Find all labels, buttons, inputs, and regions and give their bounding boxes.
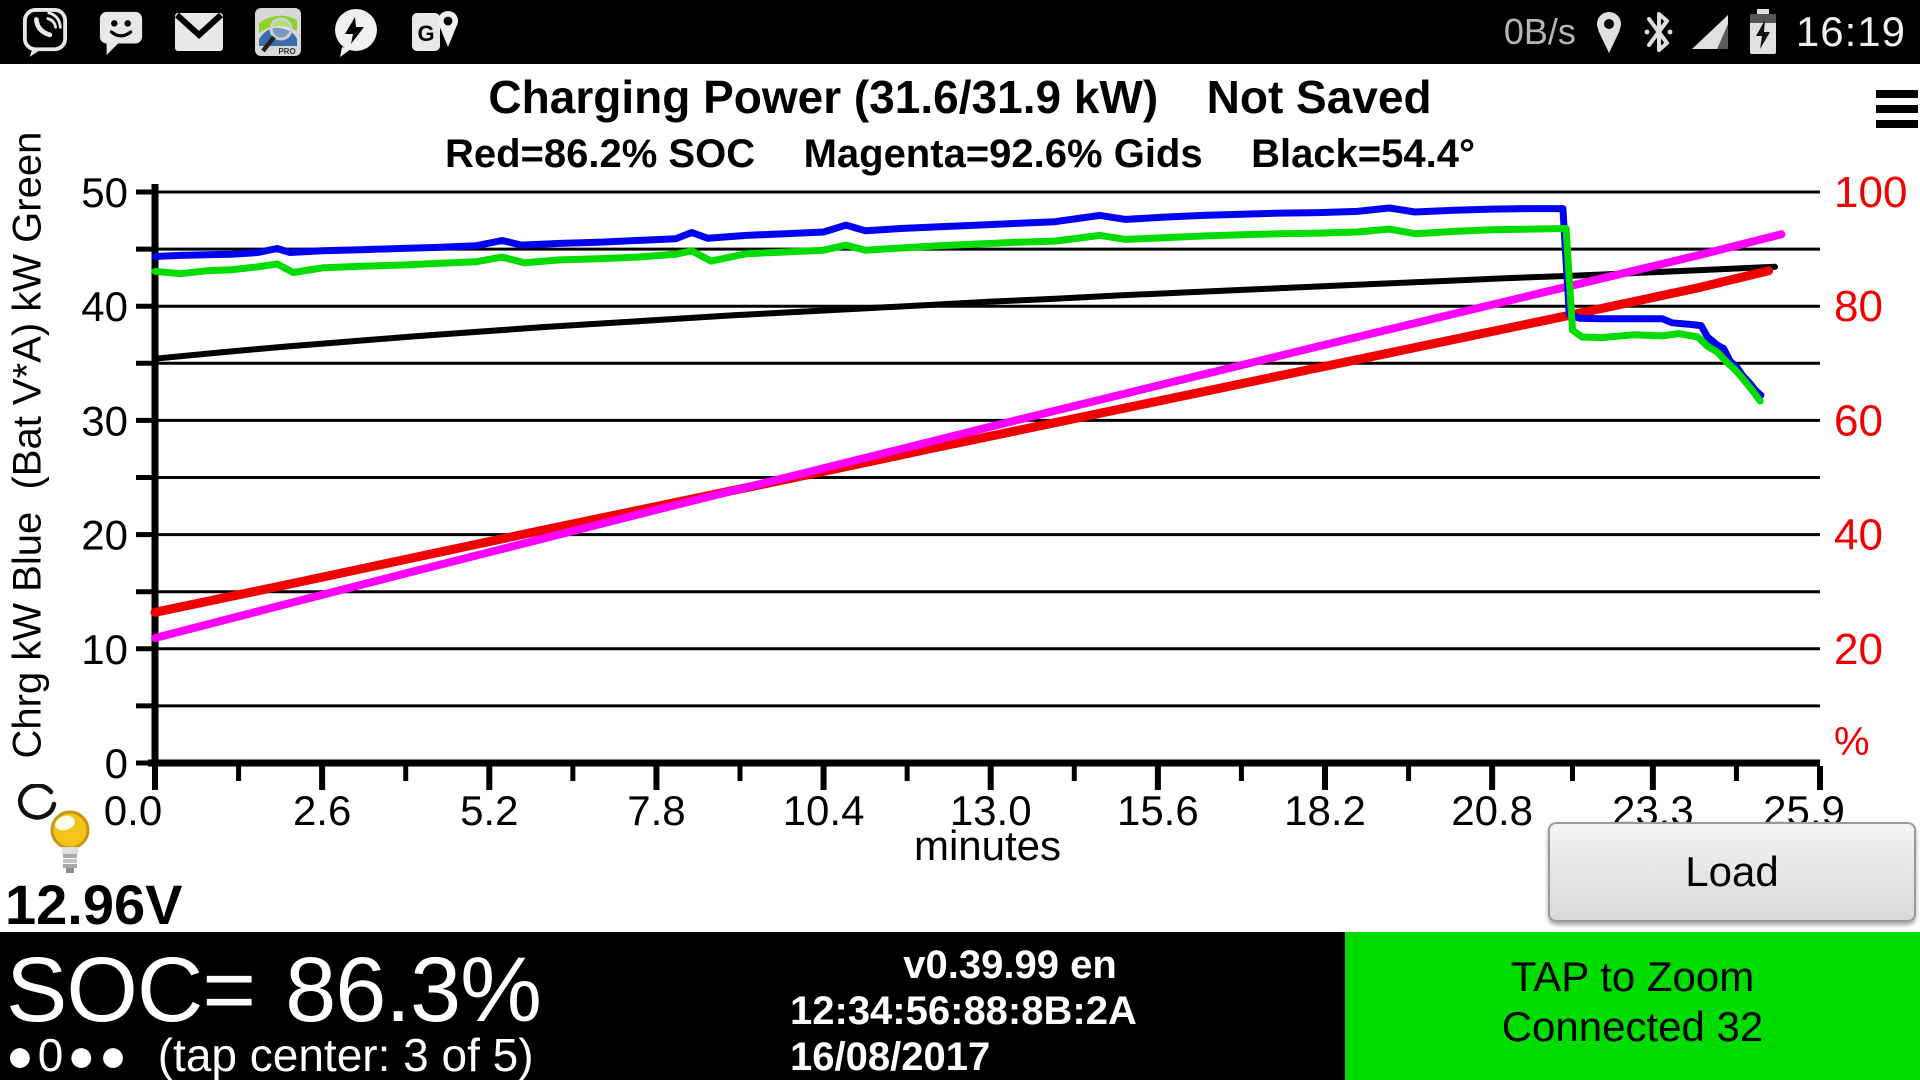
connection-panel[interactable]: TAP to Zoom Connected 32: [1345, 932, 1920, 1080]
page-hint: (tap center: 3 of 5): [157, 1029, 534, 1080]
right-axis-unit: %: [1834, 720, 1870, 764]
series-battery-temp: [152, 263, 1778, 362]
page-indicator[interactable]: ●0●● (tap center: 3 of 5): [6, 1028, 534, 1080]
bluetooth-icon: [1644, 12, 1673, 52]
chart-title-bar: Charging Power (31.6/31.9 kW) Not Saved: [0, 70, 1920, 124]
save-status: Not Saved: [1206, 71, 1432, 123]
y-tick-label: 20: [81, 512, 128, 559]
right-tick-label: 40: [1834, 511, 1883, 560]
x-axis-title: minutes: [913, 822, 1062, 869]
soc-label: SOC=: [6, 939, 256, 1041]
y-tick-label: 0: [105, 740, 128, 787]
messenger-icon: [335, 9, 377, 57]
legend-magenta: Magenta=92.6% Gids: [803, 132, 1203, 176]
log-date: 16/08/2017: [790, 1035, 991, 1079]
hamburger-menu-icon[interactable]: [1876, 90, 1918, 135]
notification-icons: PRO G: [0, 7, 460, 57]
maps-icon: G: [412, 11, 458, 51]
bottom-info-bar[interactable]: SOC= 86.3% ●0●● (tap center: 3 of 5) v0.3…: [0, 932, 1345, 1080]
viber-icon: [22, 8, 68, 57]
aux-battery-voltage: 12.96V: [5, 873, 183, 936]
right-tick-label: 80: [1834, 282, 1883, 331]
battery-charging-icon: [1749, 9, 1776, 54]
clock: 16:19: [1795, 8, 1906, 55]
right-tick-label: 60: [1834, 396, 1883, 445]
refresh-icon[interactable]: [16, 784, 58, 824]
legend-red: Red=86.2% SOC: [444, 132, 756, 176]
data-rate: 0B/s: [1503, 11, 1576, 52]
series-gids-percent: [151, 230, 1786, 642]
soc-value: 86.3%: [285, 939, 542, 1041]
svg-text:PRO: PRO: [278, 47, 295, 56]
soc-readout: SOC= 86.3%: [6, 938, 542, 1043]
location-icon: [1596, 12, 1621, 53]
app-version: v0.39.99 en: [903, 943, 1117, 987]
page-dots[interactable]: ●0●●: [6, 1029, 131, 1080]
left-axis-title: Chrg kW Blue (Bat V*A) kW Green: [5, 131, 50, 759]
y-tick-label: 10: [81, 626, 128, 673]
lightbulb-icon[interactable]: [46, 808, 94, 880]
load-button-label: Load: [1685, 848, 1779, 895]
series-charge-power-kw: [151, 204, 1765, 399]
y-tick-label: 30: [81, 397, 128, 444]
svg-text:G: G: [417, 21, 434, 46]
leafspy-icon: PRO: [255, 8, 301, 56]
android-status-bar: PRO G 0B/s: [0, 0, 1920, 64]
connection-status: Connected 32: [1501, 1003, 1764, 1050]
right-tick-label: 20: [1834, 625, 1883, 674]
legend-black: Black=54.4°: [1251, 132, 1476, 176]
tap-to-zoom-hint[interactable]: TAP to Zoom: [1510, 953, 1755, 1000]
series-soc-percent: [150, 266, 1774, 617]
sms-icon: [99, 11, 143, 55]
email-icon: [174, 12, 224, 51]
load-button[interactable]: Load: [1548, 822, 1916, 922]
system-status-icons: 0B/s 16:19: [1504, 0, 1906, 64]
app-info-block: v0.39.99 en 12:34:56:88:8B:2A 16/08/2017: [790, 942, 1230, 1080]
series-battery-power-kw: [151, 225, 1764, 405]
y-tick-label: 40: [81, 283, 128, 330]
obd-mac-address: 12:34:56:88:8B:2A: [790, 989, 1137, 1033]
page-title: Charging Power (31.6/31.9 kW): [488, 71, 1159, 123]
signal-icon: [1691, 15, 1728, 49]
chart-legend: Red=86.2% SOC Magenta=92.6% Gids Black=5…: [0, 132, 1920, 177]
